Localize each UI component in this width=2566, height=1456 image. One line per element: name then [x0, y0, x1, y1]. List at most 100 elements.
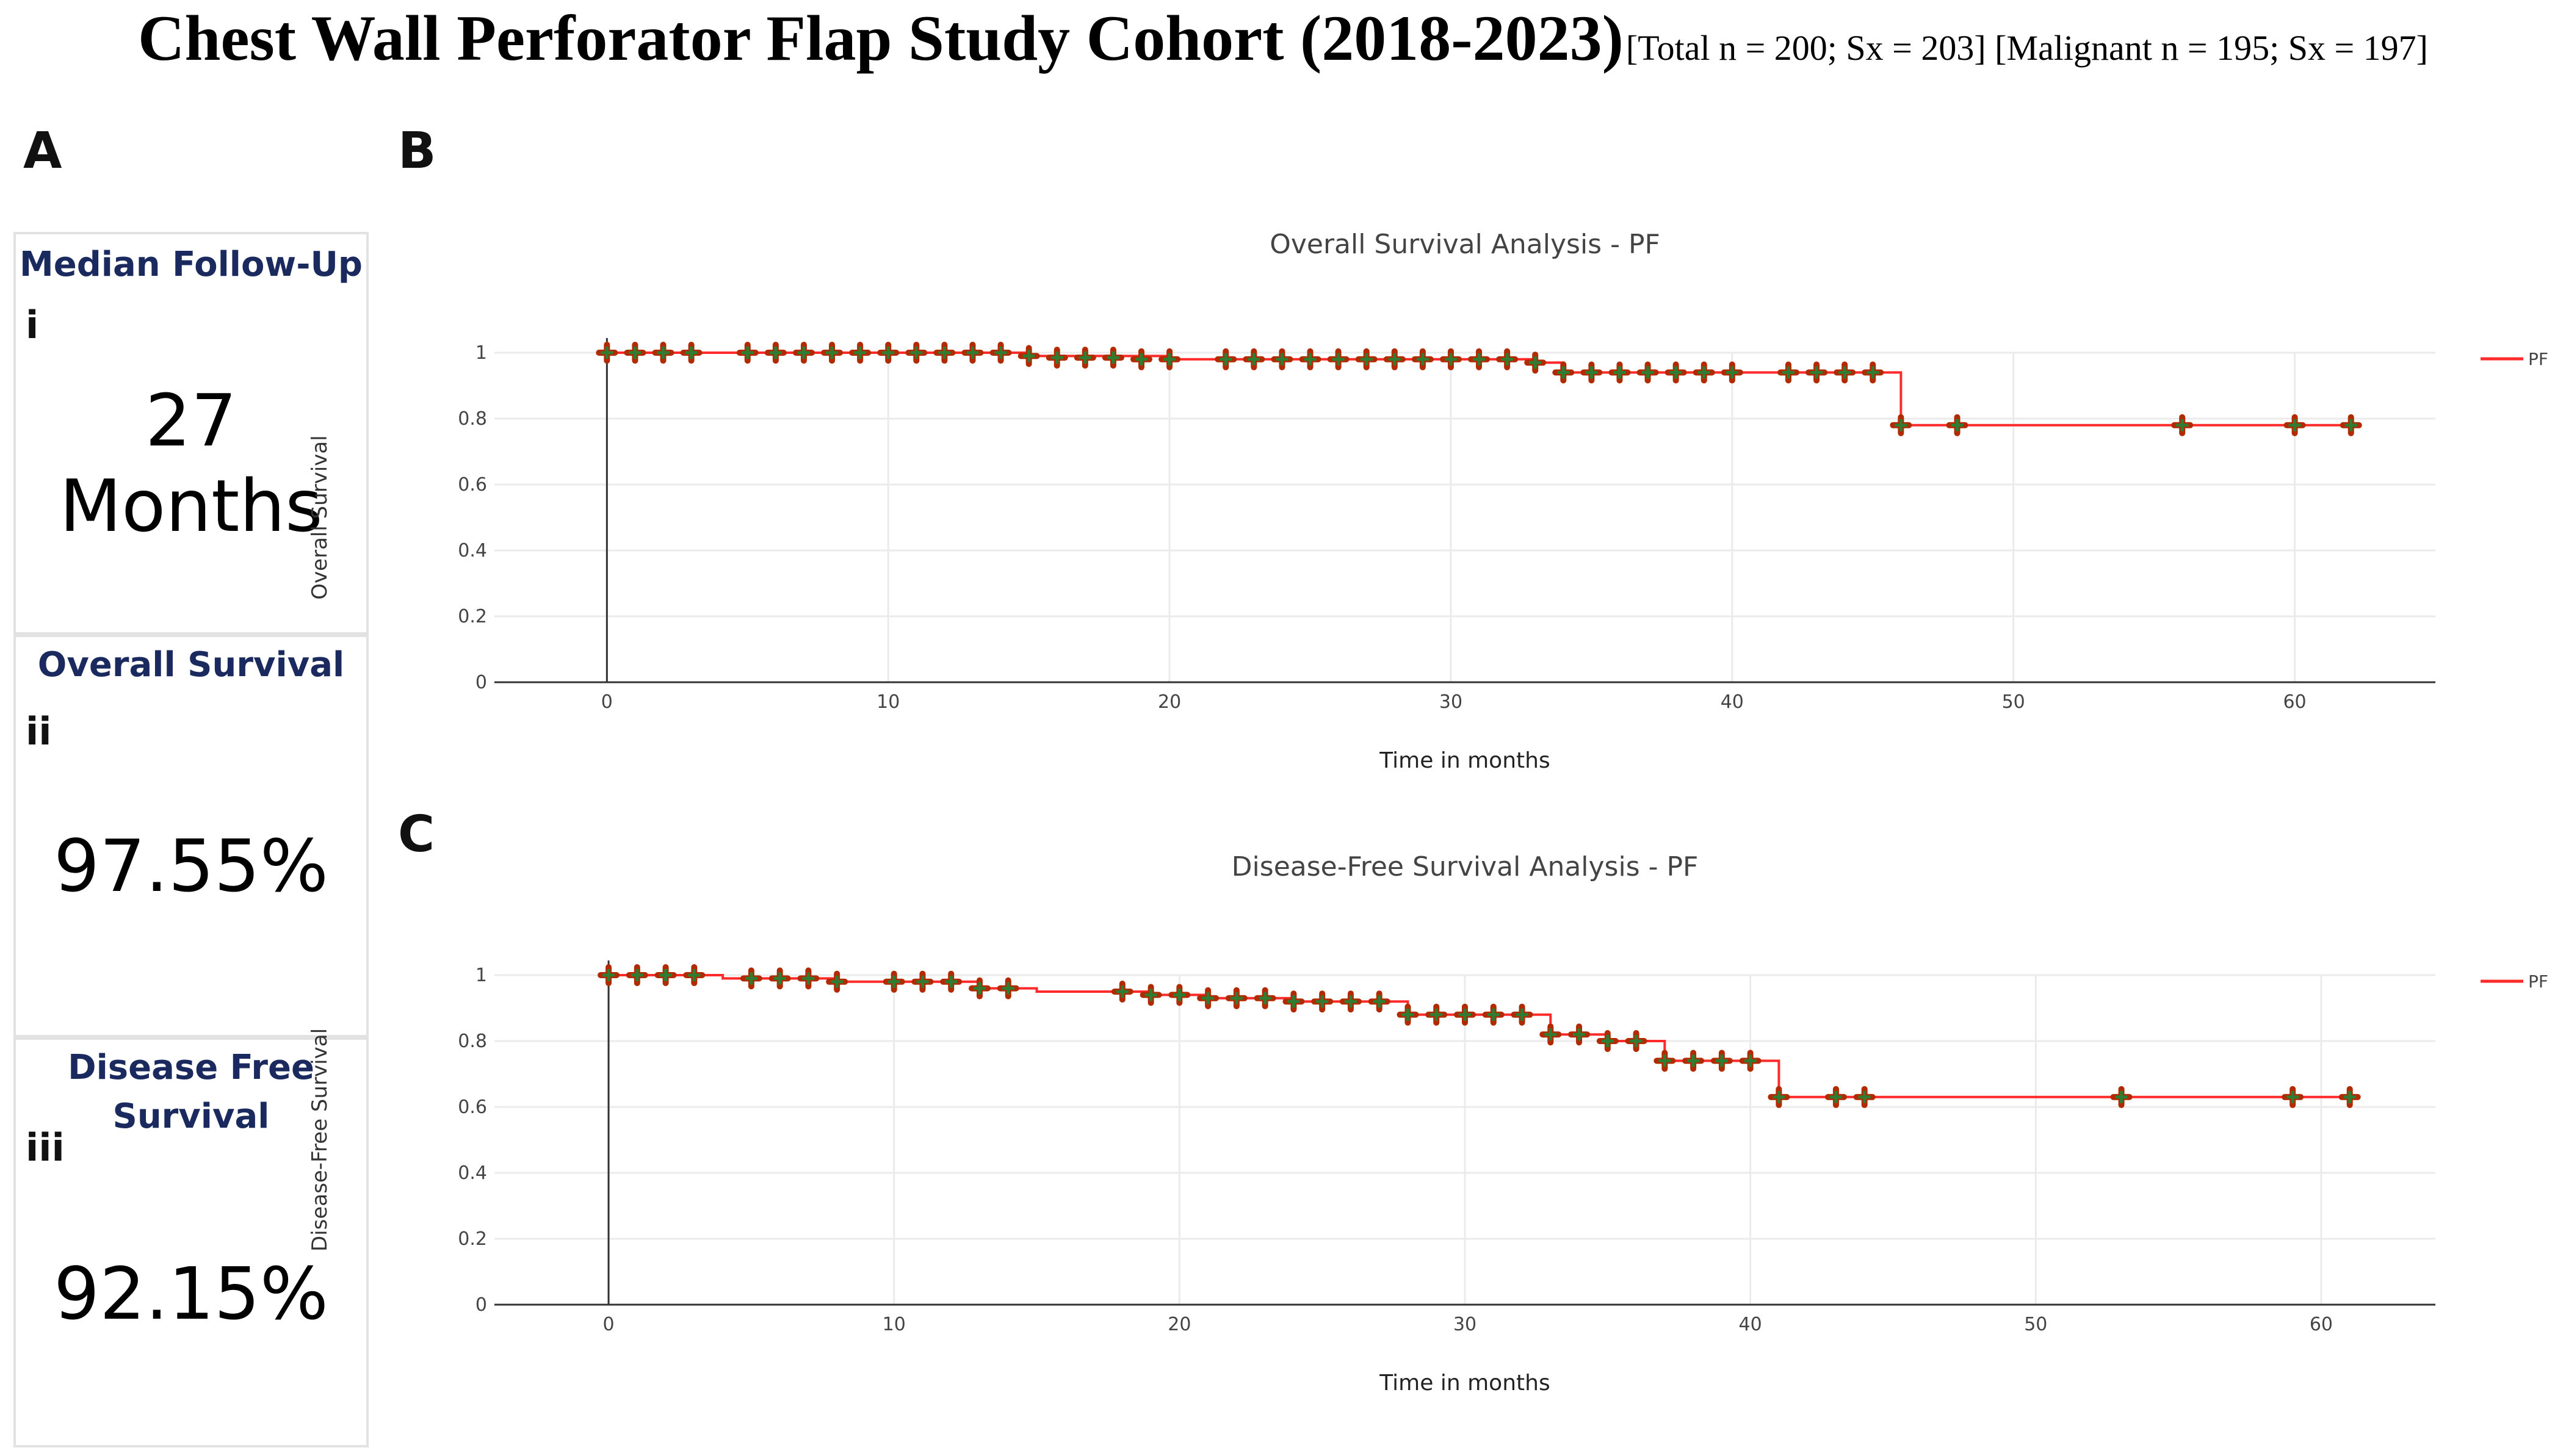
- censor-mark: [1339, 990, 1362, 1013]
- x-axis-label: Time in months: [1379, 1371, 1550, 1396]
- censor-mark: [1496, 348, 1519, 370]
- censor-mark: [826, 970, 848, 993]
- censor-mark: [736, 342, 759, 364]
- censor-mark: [1511, 1003, 1533, 1026]
- censor-mark: [1282, 990, 1305, 1013]
- censor-mark: [1454, 1003, 1476, 1026]
- y-tick-label: 0.8: [458, 408, 487, 430]
- y-tick-label: 0.4: [458, 540, 487, 561]
- x-tick-label: 10: [876, 691, 900, 713]
- x-tick-label: 60: [2310, 1314, 2333, 1335]
- censor-mark: [1215, 348, 1237, 370]
- censor-mark: [1625, 1030, 1647, 1052]
- censor-mark: [883, 970, 905, 993]
- stat-value-overall-survival: 97.55%: [54, 824, 328, 908]
- censor-mark: [1482, 1003, 1505, 1026]
- censor-mark: [1102, 347, 1124, 369]
- censor-mark: [1552, 361, 1575, 384]
- censor-mark: [1946, 414, 1968, 436]
- censor-mark: [1721, 361, 1743, 384]
- legend-label: PF: [2528, 971, 2548, 992]
- censor-mark: [849, 342, 872, 364]
- y-tick-label: 0.4: [458, 1162, 487, 1184]
- x-tick-label: 50: [2024, 1314, 2047, 1335]
- censor-mark: [1664, 361, 1687, 384]
- censor-mark: [680, 342, 703, 364]
- censor-mark: [1468, 348, 1491, 370]
- y-tick-label: 1: [475, 965, 487, 986]
- stat-index-ii: ii: [26, 709, 52, 754]
- survival-curve: [609, 974, 2350, 1098]
- x-axis-label: Time in months: [1379, 748, 1550, 773]
- censor-mark: [1411, 348, 1434, 370]
- censor-mark: [1824, 1086, 1847, 1108]
- censor-mark: [1368, 990, 1390, 1013]
- censor-mark: [1834, 361, 1856, 384]
- censor-mark: [1355, 348, 1378, 370]
- x-tick-label: 20: [1158, 691, 1181, 713]
- censor-mark: [1225, 987, 1248, 1009]
- censor-mark: [2338, 1086, 2361, 1108]
- x-tick-label: 0: [601, 691, 613, 713]
- censor-mark: [1311, 990, 1334, 1013]
- censor-mark: [1596, 1030, 1619, 1052]
- censor-mark: [1682, 1050, 1705, 1072]
- censor-mark: [1853, 1086, 1876, 1108]
- censor-mark: [1111, 981, 1133, 1003]
- censor-mark: [1890, 414, 1912, 436]
- figure-title-text: Chest Wall Perforator Flap Study Cohort …: [137, 2, 1624, 74]
- censor-mark: [821, 342, 844, 364]
- figure-title: Chest Wall Perforator Flap Study Cohort …: [0, 1, 2566, 76]
- x-tick-label: 20: [1168, 1314, 1191, 1335]
- censor-mark: [1653, 1050, 1676, 1072]
- censor-mark: [1768, 1086, 1790, 1108]
- censor-mark: [1805, 361, 1828, 384]
- censor-mark: [1158, 348, 1181, 370]
- censor-mark: [624, 342, 646, 364]
- stat-value-median-follow-up: 27: [145, 378, 237, 463]
- stat-index-iii: iii: [26, 1125, 65, 1170]
- panel-label-c: C: [398, 805, 435, 863]
- x-tick-label: 0: [603, 1314, 615, 1335]
- censor-mark: [1580, 361, 1603, 384]
- censor-mark: [1693, 361, 1715, 384]
- censor-mark: [911, 970, 934, 993]
- stat-title-disease-free-line1: Disease Free: [68, 1048, 314, 1087]
- stat-card-median-follow-up: Median Follow-Up i 27 Months: [13, 232, 369, 635]
- censor-mark: [654, 964, 677, 986]
- y-tick-label: 0: [475, 672, 487, 693]
- censor-mark: [1568, 1023, 1591, 1046]
- stat-title-disease-free-line2: Survival: [112, 1097, 270, 1136]
- censor-mark: [1524, 351, 1547, 374]
- censor-mark: [1397, 1003, 1419, 1026]
- y-tick-label: 0: [475, 1294, 487, 1316]
- figure-subtitle: [Total n = 200; Sx = 203] [Malignant n =…: [1625, 28, 2428, 68]
- censor-mark: [596, 342, 618, 364]
- censor-mark: [1777, 361, 1799, 384]
- censor-mark: [969, 977, 991, 1000]
- x-tick-label: 50: [2002, 691, 2025, 713]
- stat-index-i: i: [26, 303, 39, 347]
- censor-mark: [797, 967, 820, 990]
- censor-mark: [1636, 361, 1659, 384]
- censor-mark: [1539, 1023, 1562, 1046]
- y-tick-label: 0.6: [458, 474, 487, 496]
- legend-label: PF: [2528, 349, 2548, 369]
- censor-mark: [1197, 987, 1220, 1009]
- censor-mark: [1425, 1003, 1448, 1026]
- censor-mark: [997, 977, 1019, 1000]
- censor-mark: [626, 964, 648, 986]
- y-tick-label: 0.2: [458, 1228, 487, 1250]
- y-tick-label: 0.8: [458, 1031, 487, 1052]
- stat-value-disease-free-survival: 92.15%: [54, 1252, 328, 1336]
- censor-mark: [1739, 1050, 1762, 1072]
- x-tick-label: 60: [2283, 691, 2306, 713]
- chart-title: Overall Survival Analysis - PF: [1270, 229, 1660, 260]
- censor-mark: [764, 342, 787, 364]
- x-tick-label: 30: [1453, 1314, 1476, 1335]
- censor-mark: [1862, 361, 1884, 384]
- censor-mark: [933, 342, 956, 364]
- panel-label-b: B: [398, 122, 436, 180]
- censor-mark: [740, 967, 762, 990]
- censor-mark: [1046, 347, 1068, 369]
